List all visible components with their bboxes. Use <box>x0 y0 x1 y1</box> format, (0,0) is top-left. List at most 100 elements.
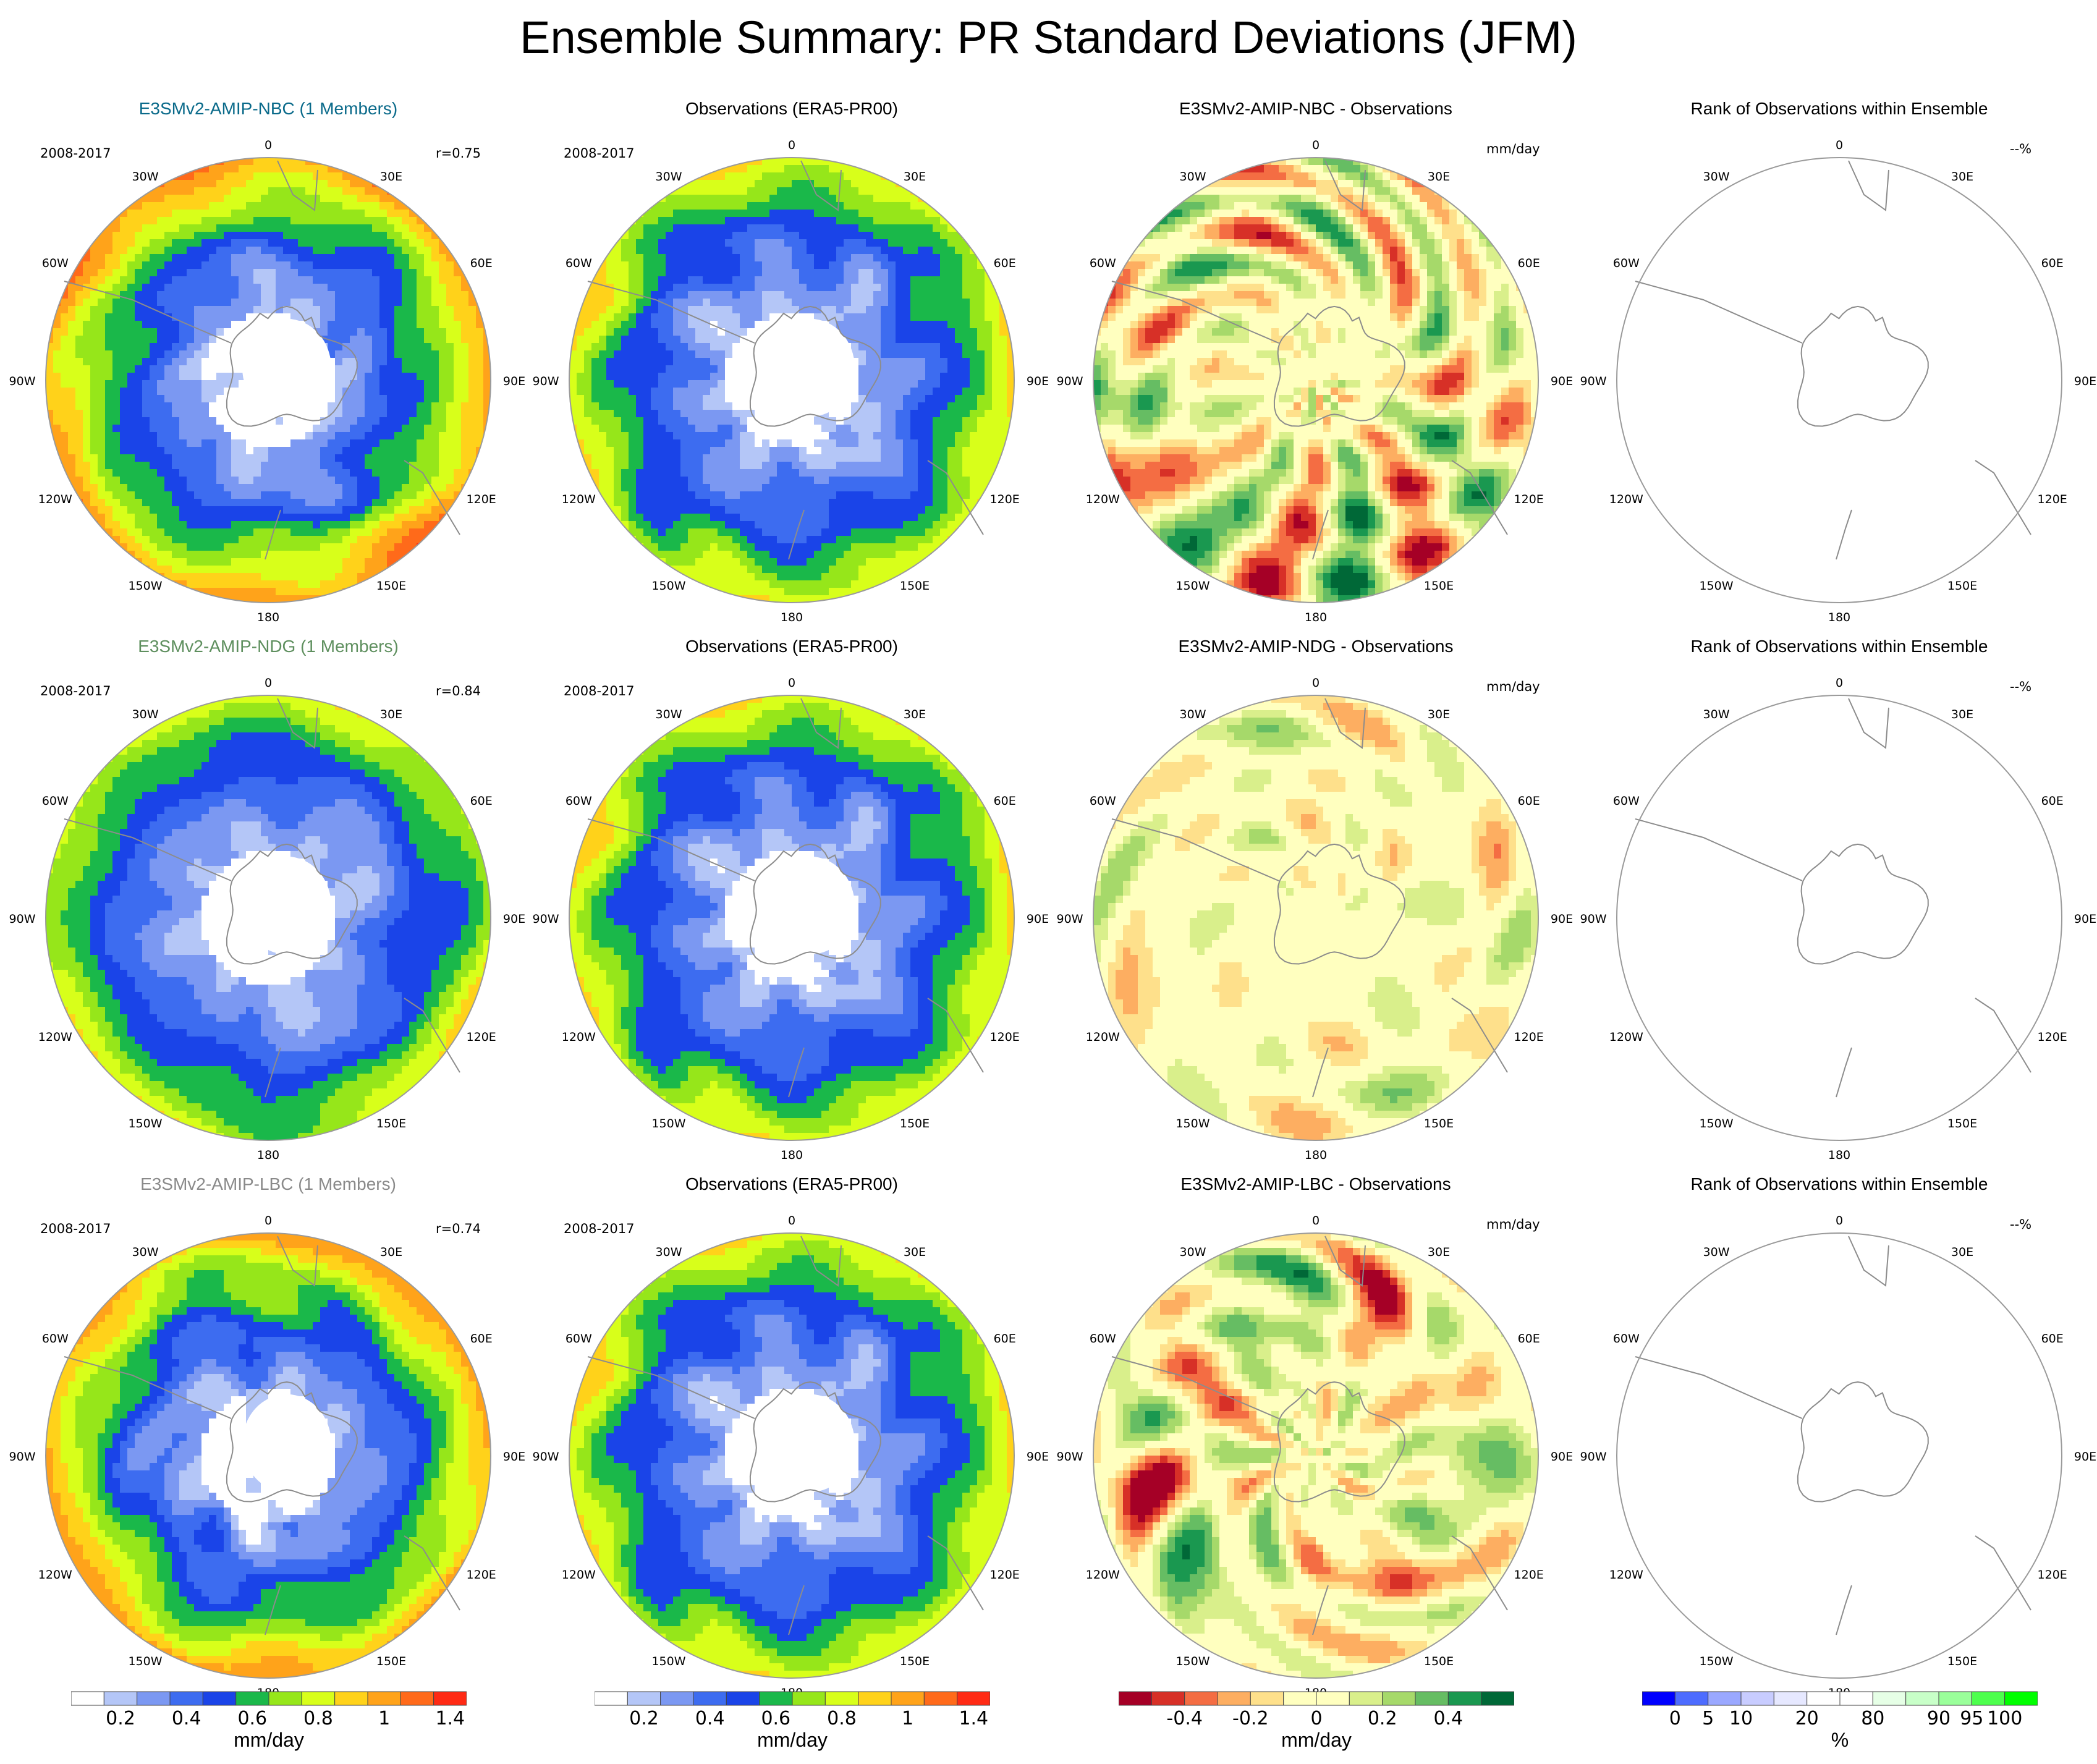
lon-tick-label: 180 <box>1305 1148 1327 1162</box>
antarctic-peninsula-coastline <box>1111 281 1279 344</box>
map-boundary <box>569 1232 1015 1679</box>
lon-tick-label: 120E <box>467 493 496 506</box>
lon-tick-label: 0 <box>1836 1214 1843 1228</box>
lon-tick-label: 90E <box>1551 375 1573 388</box>
lon-tick-label: 90W <box>1580 1450 1607 1464</box>
antarctic-peninsula-coastline <box>1635 818 1803 881</box>
colorbar-swatch <box>891 1691 925 1706</box>
lon-tick-label: 120E <box>1514 1030 1544 1044</box>
colorbar-tick-label: 0.6 <box>237 1708 267 1728</box>
map-boundary <box>1616 695 2062 1141</box>
antarctic-peninsula-coastline <box>64 281 232 344</box>
antarctica-coastline <box>1797 843 1929 965</box>
lon-tick-label: 120W <box>1086 493 1120 506</box>
new-zealand-coastline <box>265 509 281 560</box>
lon-tick-label: 0 <box>1312 1214 1320 1228</box>
antarctic-peninsula-coastline <box>587 1356 755 1419</box>
lon-tick-label: 60E <box>994 1332 1016 1346</box>
lon-tick-label: 90E <box>1027 912 1049 926</box>
lon-tick-label: 90W <box>1057 912 1083 926</box>
colorbar-tick-label: 10 <box>1729 1708 1753 1728</box>
lon-tick-label: 150W <box>1176 1117 1209 1130</box>
empty-map-disc <box>1617 1233 2062 1678</box>
lon-tick-label: 180 <box>1828 611 1850 624</box>
map-boundary <box>569 157 1015 603</box>
colorbar-swatch <box>1773 1691 1808 1706</box>
polar-map: 030E60E90E120E150E180150W120W90W60W30W20… <box>533 138 1049 624</box>
map-boundary <box>1616 1232 2062 1679</box>
lon-tick-label: 30W <box>1180 708 1206 721</box>
panel-title: Rank of Observations within Ensemble <box>1577 99 2097 119</box>
lon-tick-label: 90E <box>1027 1450 1049 1464</box>
colorbar-swatch <box>235 1691 269 1706</box>
field-layer <box>1093 1233 1538 1678</box>
polar-low-zone <box>242 856 331 955</box>
field-layer <box>1093 158 1538 603</box>
australia-coastline <box>927 460 984 535</box>
panel-title: E3SMv2-AMIP-LBC - Observations <box>1054 1174 1578 1194</box>
lon-tick-label: 90W <box>533 375 559 388</box>
colorbar-swatch <box>169 1691 203 1706</box>
map-boundary <box>1093 1232 1539 1679</box>
colorbar-svg: 0.2 0.4 0.6 0.8 1 1.4 <box>70 1691 467 1729</box>
africa-coastline <box>1848 160 1889 211</box>
colorbar-tick-label: 0.8 <box>303 1708 333 1728</box>
colorbar-tick-label: 1 <box>902 1708 913 1728</box>
lon-tick-label: 120E <box>1514 493 1544 506</box>
panel-title: E3SMv2-AMIP-NDG - Observations <box>1054 637 1578 656</box>
panel-title: E3SMv2-AMIP-NBC - Observations <box>1054 99 1578 119</box>
colorbar-swatch <box>792 1691 826 1706</box>
colorbar-swatch <box>1415 1691 1449 1706</box>
lon-tick-label: 90E <box>1551 1450 1573 1464</box>
lon-tick-label: 60W <box>42 1332 69 1346</box>
colorbar-swatch <box>1642 1691 1675 1706</box>
correlation-label: r=0.84 <box>436 684 481 698</box>
map-boundary <box>45 695 491 1141</box>
colorbar-swatch <box>923 1691 958 1706</box>
lon-tick-label: 30W <box>132 708 159 721</box>
antarctica-coastline <box>226 1381 358 1503</box>
new-zealand-coastline <box>1312 509 1329 560</box>
lon-tick-label: 90W <box>9 912 36 926</box>
lon-tick-label: 90E <box>503 912 525 926</box>
lon-tick-label: 30W <box>1180 170 1206 184</box>
colorbar-swatch <box>1481 1691 1515 1706</box>
map-boundary <box>1093 157 1539 603</box>
colorbar-tick-label: 0.8 <box>827 1708 857 1728</box>
colorbar-swatch <box>2004 1691 2038 1706</box>
colorbar-tick-label: 1.4 <box>435 1708 465 1728</box>
panel-title: Observations (ERA5-PR00) <box>530 1174 1054 1194</box>
lon-tick-label: 0 <box>265 676 272 690</box>
map-panel: Observations (ERA5-PR00) 0 30E 60E 90E 120E 15… <box>530 99 1054 643</box>
colorbar-tick-label: 0.4 <box>172 1708 201 1728</box>
polar-low-zone <box>766 1394 855 1493</box>
colorbar-swatch <box>433 1691 467 1706</box>
colorbar-swatch <box>1349 1691 1383 1706</box>
lon-tick-label: 120E <box>467 1568 496 1582</box>
lon-tick-label: 0 <box>1836 138 1843 152</box>
polar-map: 030E60E90E120E150E180150W120W90W60W30W20… <box>9 676 526 1162</box>
lon-tick-label: 90W <box>1580 375 1607 388</box>
lon-tick-label: 90E <box>1027 375 1049 388</box>
lon-tick-label: 180 <box>1828 1148 1850 1162</box>
lon-tick-label: 120W <box>38 493 72 506</box>
lon-tick-label: 150E <box>900 579 930 593</box>
lon-tick-label: 120E <box>2038 1568 2067 1582</box>
colorbar-tick-label: 0.4 <box>1433 1708 1463 1728</box>
africa-coastline <box>800 698 842 749</box>
colorbar-swatch <box>1971 1691 2006 1706</box>
colorbar-tick-label: 0.2 <box>1368 1708 1397 1728</box>
colorbar-svg: 0.2 0.4 0.6 0.8 1 1.4 <box>594 1691 991 1729</box>
colorbar-swatch <box>334 1691 368 1706</box>
lon-tick-label: 60E <box>470 1332 493 1346</box>
lon-tick-label: 90W <box>1580 912 1607 926</box>
lon-tick-label: 30E <box>1428 1245 1450 1259</box>
polar-low-zone <box>766 856 855 955</box>
field-layer <box>1617 158 2062 603</box>
lon-tick-label: 150E <box>376 1117 406 1130</box>
colorbar-swatch <box>1217 1691 1251 1706</box>
lon-tick-label: 90E <box>1551 912 1573 926</box>
field-layer <box>1617 1233 2062 1678</box>
polar-map: 030E60E90E120E150E180150W120W90W60W30W20… <box>9 1214 526 1700</box>
panel-title: E3SMv2-AMIP-NBC (1 Members) <box>6 99 530 119</box>
